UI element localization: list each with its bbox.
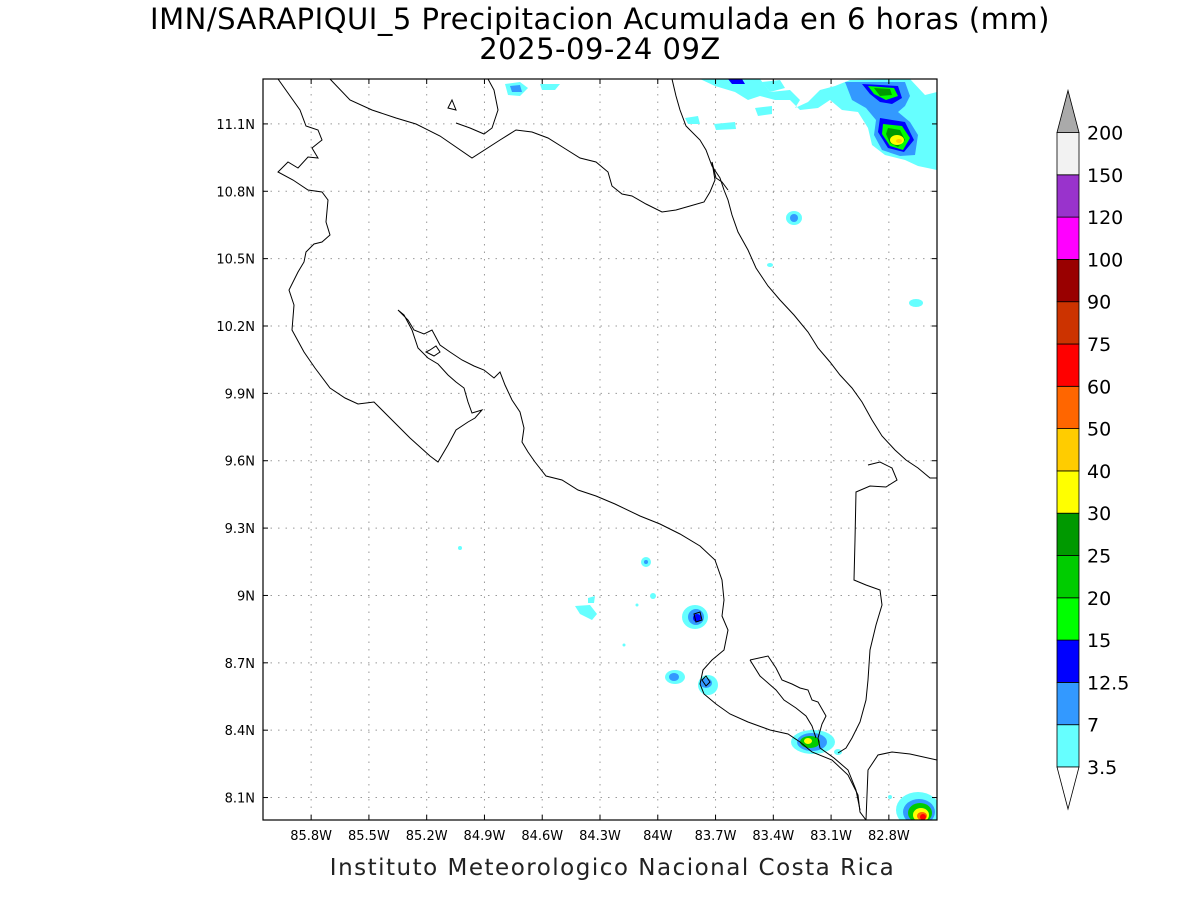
precipitation-layer	[458, 79, 937, 820]
precip-area-cyan	[458, 546, 462, 550]
precip-area-cyan	[575, 596, 597, 620]
colorbar-label: 15	[1087, 630, 1111, 652]
colorbar-swatch	[1056, 174, 1080, 218]
colorbar-swatch	[1056, 597, 1080, 641]
coastline	[865, 751, 937, 820]
colorbar-swatch	[1056, 385, 1080, 429]
colorbar-label: 200	[1087, 123, 1123, 145]
colorbar-label: 7	[1087, 715, 1099, 737]
coastline-layer	[277, 79, 937, 820]
colorbar-swatch	[1056, 258, 1080, 303]
lon-tick-label: 82.8W	[868, 829, 910, 844]
coastline	[749, 659, 817, 739]
border-line	[837, 461, 898, 754]
colorbar-label: 3.5	[1087, 757, 1117, 779]
lon-tick-label: 84.3W	[579, 829, 621, 844]
colorbar-swatch	[1056, 724, 1080, 768]
precip-area-cyan	[909, 299, 923, 307]
colorbar-label: 12.5	[1087, 672, 1129, 694]
lat-tick-label: 10.5N	[216, 253, 255, 268]
precip-area-cyan	[650, 593, 656, 599]
colorbar-min-arrow	[1056, 766, 1080, 811]
precip-area-red	[920, 814, 926, 820]
colorbar-label: 100	[1087, 249, 1123, 271]
colorbar-label: 75	[1087, 334, 1111, 356]
coastline	[424, 345, 441, 357]
precip-area-lightblue	[644, 560, 648, 564]
coastline	[671, 79, 937, 479]
colorbar-label: 25	[1087, 546, 1111, 568]
colorbar-label: 120	[1087, 207, 1123, 229]
colorbar-label: 60	[1087, 376, 1111, 398]
colorbar-label: 150	[1087, 165, 1123, 187]
coastline	[455, 79, 499, 135]
colorbar-swatch	[1056, 555, 1080, 599]
lon-tick-label: 85.8W	[290, 829, 332, 844]
lat-tick-label: 11.1N	[216, 118, 255, 133]
lat-tick-label: 8.1N	[225, 792, 255, 807]
colorbar-swatch	[1056, 512, 1080, 556]
lat-tick-label: 8.4N	[225, 724, 255, 739]
lon-tick-label: 84.6W	[521, 829, 563, 844]
longitude-axis: 85.8W 85.5W 85.2W 84.9W 84.6W 84.3W 84W 83.7W 83…	[290, 79, 910, 844]
colorbar-label: 90	[1087, 292, 1111, 314]
coastline	[711, 161, 729, 191]
lat-tick-label: 8.7N	[225, 657, 255, 672]
lat-tick-label: 9.6N	[225, 455, 255, 470]
lat-tick-label: 10.8N	[216, 185, 255, 200]
coastline	[749, 655, 861, 811]
lon-tick-label: 83.4W	[752, 829, 794, 844]
lon-tick-label: 85.2W	[406, 829, 448, 844]
precip-area-cyan	[834, 749, 842, 755]
precip-area-yellow	[804, 738, 812, 744]
precip-area-lightblue	[669, 673, 679, 681]
lon-tick-label: 84.9W	[464, 829, 506, 844]
lon-tick-label: 85.5W	[348, 829, 390, 844]
colorbar-swatch	[1056, 470, 1080, 514]
map-grid	[263, 79, 937, 820]
colorbar-swatch	[1056, 216, 1080, 260]
precip-area-cyan	[888, 795, 892, 799]
lon-tick-label: 83.1W	[810, 829, 852, 844]
coastline	[447, 98, 457, 111]
map-valid-time: 2025-09-24 09Z	[479, 32, 721, 66]
colorbar-label: 20	[1087, 588, 1111, 610]
colorbar-swatch	[1056, 682, 1080, 726]
latitude-axis: 11.1N 10.8N 10.5N 10.2N 9.9N 9.6N 9.3N 9N 8.7N 8.…	[216, 118, 937, 807]
map-title: IMN/SARAPIQUI_5 Precipitacion Acumulada …	[150, 2, 1050, 36]
colorbar-swatch	[1056, 639, 1080, 683]
colorbar-label: 30	[1087, 503, 1111, 525]
colorbar-swatch	[1056, 132, 1080, 176]
precip-area-cyan	[635, 603, 639, 607]
colorbar-swatch	[1056, 301, 1080, 345]
precip-area-lightblue	[510, 85, 522, 92]
map-frame	[262, 78, 938, 821]
precip-area-lightblue	[790, 214, 798, 222]
colorbar-max-arrow	[1056, 88, 1080, 133]
colorbar-legend: 3.5 7 12.5 15 20 25 30 40 50 60 75 90 100 120 150 200	[1056, 88, 1129, 811]
coastline	[693, 611, 703, 623]
lat-tick-label: 9.9N	[225, 387, 255, 402]
footer-credit: Instituto Meteorologico Nacional Costa R…	[329, 855, 896, 881]
colorbar-label: 50	[1087, 419, 1111, 441]
coastline	[277, 79, 867, 820]
colorbar-swatch	[1056, 428, 1080, 472]
lat-tick-label: 9N	[237, 589, 255, 604]
precip-area-darkgreen	[874, 88, 905, 147]
lon-tick-label: 83.7W	[695, 829, 737, 844]
lon-tick-label: 84W	[643, 829, 673, 844]
precip-area-orange	[896, 139, 902, 143]
border-line	[329, 79, 716, 213]
precip-area-cyan	[622, 643, 626, 647]
lat-tick-label: 10.2N	[216, 320, 255, 335]
colorbar-label: 40	[1087, 461, 1111, 483]
colorbar-swatch	[1056, 343, 1080, 387]
precip-area-cyan	[767, 263, 773, 267]
lat-tick-label: 9.3N	[225, 522, 255, 537]
coastline	[701, 675, 711, 687]
